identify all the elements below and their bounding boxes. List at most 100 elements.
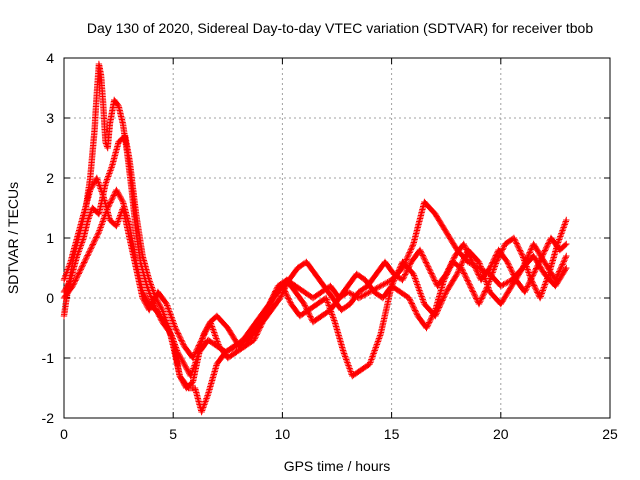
data-point: [89, 177, 92, 179]
data-point: [379, 333, 382, 335]
data-point: [368, 363, 371, 365]
data-point: [456, 273, 458, 275]
data-point: [178, 375, 181, 377]
data-point: [541, 255, 544, 257]
data-point: [227, 357, 229, 359]
data-point: [401, 279, 404, 281]
data-point: [379, 285, 382, 287]
data-point: [565, 267, 568, 269]
data-point: [445, 231, 448, 233]
data-point: [384, 261, 386, 263]
data-point: [270, 309, 273, 311]
data-point: [146, 285, 148, 287]
gridlines: [64, 58, 610, 418]
data-point: [294, 285, 297, 287]
data-point: [165, 303, 168, 305]
data-point: [115, 189, 118, 191]
data-point: [427, 267, 430, 269]
data-point: [207, 339, 209, 341]
data-point: [95, 177, 98, 179]
data-point: [515, 279, 517, 281]
x-tick-label: 25: [602, 426, 618, 442]
data-point: [69, 279, 72, 281]
data-point: [314, 273, 316, 275]
data-point: [543, 261, 546, 263]
data-points: [60, 60, 570, 416]
data-point: [506, 261, 509, 263]
data-point: [513, 237, 515, 239]
data-point: [161, 309, 164, 311]
data-point: [194, 387, 196, 389]
data-point: [392, 273, 395, 275]
data-point: [100, 75, 102, 77]
data-point: [524, 291, 526, 293]
data-point: [259, 315, 262, 317]
data-point: [510, 285, 513, 287]
data-point: [115, 225, 118, 227]
data-point: [410, 261, 413, 263]
data-point: [192, 381, 194, 383]
data-point: [128, 159, 131, 161]
data-point: [89, 249, 92, 251]
data-point: [122, 207, 124, 209]
chart-title: Day 130 of 2020, Sidereal Day-to-day VTE…: [87, 20, 594, 36]
data-point: [87, 219, 89, 221]
data-point: [373, 291, 375, 293]
y-tick-label: 2: [46, 170, 54, 186]
y-axis-label: SDTVAR / TECUs: [5, 182, 21, 294]
data-point: [80, 267, 83, 269]
data-point: [63, 291, 65, 293]
data-point: [113, 99, 116, 101]
data-point: [277, 285, 279, 287]
y-tick-label: -2: [42, 410, 55, 426]
data-point: [244, 345, 247, 347]
data-point: [89, 189, 92, 191]
data-point: [469, 285, 472, 287]
data-point: [423, 303, 426, 305]
series-track-d: [60, 174, 570, 362]
data-point: [478, 303, 480, 305]
x-axis-label: GPS time / hours: [284, 458, 391, 474]
data-point: [312, 297, 314, 299]
data-point: [340, 309, 343, 311]
data-point: [111, 165, 113, 167]
data-point: [106, 147, 109, 149]
x-tick-label: 20: [493, 426, 509, 442]
data-point: [323, 285, 325, 287]
data-point: [268, 303, 271, 305]
data-point: [303, 291, 306, 293]
x-tick-label: 5: [169, 426, 177, 442]
data-point: [417, 315, 419, 317]
data-point: [489, 291, 491, 293]
data-point: [434, 309, 437, 311]
data-point: [109, 219, 111, 221]
data-point: [63, 297, 65, 299]
data-point: [76, 237, 78, 239]
data-point: [200, 411, 203, 413]
axis-ticks: 0 5 10 15 20 25 -2 -1 0 1 2 3 4: [42, 50, 618, 442]
data-point: [141, 255, 144, 257]
data-point: [554, 285, 557, 287]
data-point: [489, 267, 491, 269]
y-tick-label: 4: [46, 50, 54, 66]
data-point: [355, 273, 358, 275]
data-point: [320, 291, 323, 293]
data-point: [320, 315, 323, 317]
data-point: [347, 285, 349, 287]
data-point: [390, 285, 393, 287]
data-point: [565, 255, 568, 257]
data-point: [349, 303, 351, 305]
data-point: [128, 237, 131, 239]
data-point: [521, 255, 524, 257]
data-point: [454, 255, 456, 257]
data-point: [104, 141, 107, 143]
data-point: [163, 321, 166, 323]
data-point: [102, 105, 105, 107]
data-point: [187, 387, 190, 389]
data-point: [141, 297, 144, 299]
data-point: [399, 291, 402, 293]
data-point: [366, 285, 369, 287]
data-point: [548, 273, 550, 275]
